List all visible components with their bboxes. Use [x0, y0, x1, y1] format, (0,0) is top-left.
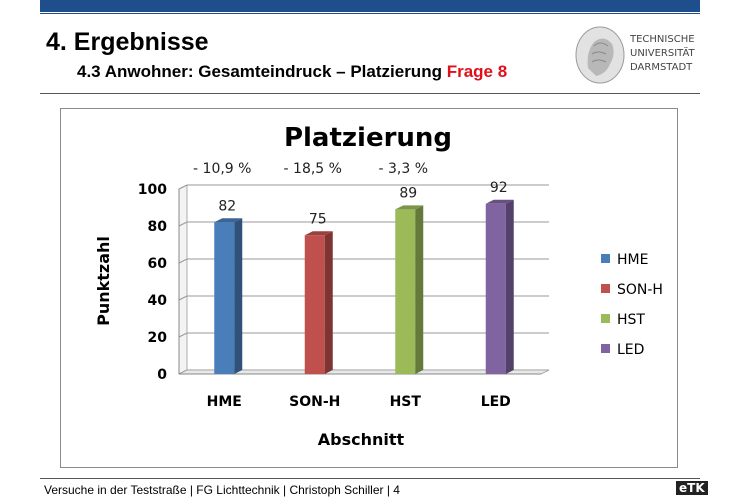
footer-text: Versuche in der Teststraße | FG Lichttec…	[44, 483, 400, 497]
portrait-seal-icon	[575, 26, 625, 84]
y-axis-label: Punktzahl	[94, 236, 113, 326]
data-label: 92	[490, 180, 508, 196]
bar-top-led	[485, 199, 514, 204]
header-separator	[40, 93, 700, 94]
gridline-diagonal	[178, 221, 188, 227]
y-tick-label: 100	[138, 182, 167, 198]
legend: HME SON-H HST LED	[601, 252, 663, 358]
x-tick-label: HME	[207, 394, 242, 410]
change-annotation: - 3,3 %	[378, 161, 428, 177]
chart-title: Platzierung	[284, 123, 452, 153]
header-line	[40, 13, 700, 14]
bar-top-hme	[214, 218, 243, 223]
data-label: 75	[309, 211, 327, 227]
header-bar	[40, 0, 700, 12]
legend-label: HME	[617, 252, 648, 268]
bar-chart: Platzierung Punktzahl Abschnitt 0 20 40 60 8…	[94, 123, 663, 449]
bar-side-son-h	[324, 231, 333, 374]
gridline-diagonal	[178, 184, 188, 190]
x-tick-label: SON-H	[289, 394, 340, 410]
bars-layer	[214, 199, 514, 374]
chart-frame: Platzierung Punktzahl Abschnitt 0 20 40 60 8…	[60, 108, 678, 468]
bar-side-hst	[415, 205, 424, 374]
y-tick-label: 20	[148, 330, 168, 346]
page-title: 4. Ergebnisse	[46, 28, 209, 56]
labels-layer: 0 20 40 60 80 100 82 HME - 10,9 % 75 SON-H - 18,5 %…	[138, 161, 511, 410]
data-label: 89	[399, 185, 417, 201]
legend-swatch	[601, 314, 610, 323]
data-label: 82	[218, 198, 236, 214]
university-logo: TECHNISCHE UNIVERSITÄT DARMSTADT	[575, 26, 696, 84]
page-subtitle: 4.3 Anwohner: Gesamteindruck – Platzieru…	[77, 62, 507, 82]
footer-line	[40, 478, 700, 479]
x-tick-label: LED	[481, 394, 511, 410]
subtitle-text: 4.3 Anwohner: Gesamteindruck – Platzieru…	[77, 62, 442, 81]
subtitle-highlight: Frage 8	[446, 62, 508, 81]
logo-line-3: DARMSTADT	[630, 62, 693, 73]
gridline-diagonal	[178, 295, 188, 301]
change-annotation: - 18,5 %	[284, 161, 342, 177]
y-tick-label: 60	[148, 256, 168, 272]
x-axis-label: Abschnitt	[318, 430, 405, 449]
legend-swatch	[601, 254, 610, 263]
gridline-diagonal	[178, 332, 188, 338]
legend-label: LED	[617, 342, 644, 358]
legend-label: SON-H	[617, 282, 663, 298]
legend-swatch	[601, 284, 610, 293]
bar-hst	[395, 209, 416, 374]
y-tick-label: 0	[157, 367, 167, 383]
x-tick-label: HST	[390, 394, 422, 410]
bar-top-son-h	[304, 231, 333, 236]
bar-hme	[214, 222, 235, 374]
bar-side-led	[505, 199, 514, 374]
bar-top-hst	[395, 205, 424, 210]
bar-son-h	[304, 235, 325, 374]
y-tick-label: 80	[148, 219, 168, 235]
gridline-diagonal	[178, 258, 188, 264]
logo-line-2: UNIVERSITÄT	[630, 46, 696, 59]
logo-line-1: TECHNISCHE	[629, 34, 695, 45]
legend-swatch	[601, 344, 610, 353]
chart-back-wall	[178, 184, 188, 375]
change-annotation: - 10,9 %	[193, 161, 251, 177]
legend-label: HST	[617, 312, 645, 328]
y-tick-label: 40	[148, 293, 168, 309]
bar-led	[485, 203, 506, 374]
bar-side-hme	[234, 218, 243, 374]
footer-logo: eTK	[676, 481, 708, 495]
